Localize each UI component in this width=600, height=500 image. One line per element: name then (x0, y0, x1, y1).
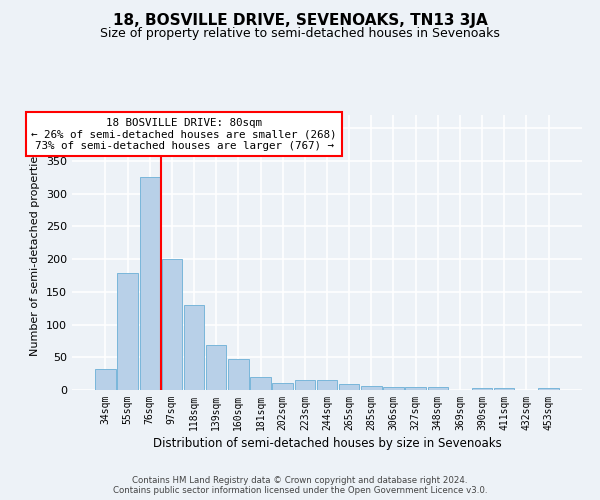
Bar (95, 369, 116, 390)
Bar (250, 377, 271, 390)
Bar (383, 388, 404, 390)
Bar (538, 388, 559, 390)
Bar (272, 383, 293, 390)
Bar (428, 388, 448, 390)
Bar (161, 259, 182, 390)
Bar (228, 358, 248, 390)
Bar (472, 388, 493, 390)
Bar (184, 305, 204, 390)
Bar (140, 177, 160, 390)
Text: 18, BOSVILLE DRIVE, SEVENOAKS, TN13 3JA: 18, BOSVILLE DRIVE, SEVENOAKS, TN13 3JA (113, 12, 487, 28)
Bar (317, 380, 337, 390)
Bar (361, 386, 382, 390)
Bar (494, 388, 514, 390)
Bar (295, 380, 315, 390)
Y-axis label: Number of semi-detached properties: Number of semi-detached properties (31, 150, 40, 356)
Text: Size of property relative to semi-detached houses in Sevenoaks: Size of property relative to semi-detach… (100, 28, 500, 40)
Bar (339, 384, 359, 390)
Bar (406, 388, 426, 390)
Text: 18 BOSVILLE DRIVE: 80sqm
← 26% of semi-detached houses are smaller (268)
73% of : 18 BOSVILLE DRIVE: 80sqm ← 26% of semi-d… (31, 118, 337, 151)
Text: Contains HM Land Registry data © Crown copyright and database right 2024.
Contai: Contains HM Land Registry data © Crown c… (113, 476, 487, 495)
Bar (118, 274, 138, 390)
Bar (206, 346, 226, 390)
X-axis label: Distribution of semi-detached houses by size in Sevenoaks: Distribution of semi-detached houses by … (152, 437, 502, 450)
